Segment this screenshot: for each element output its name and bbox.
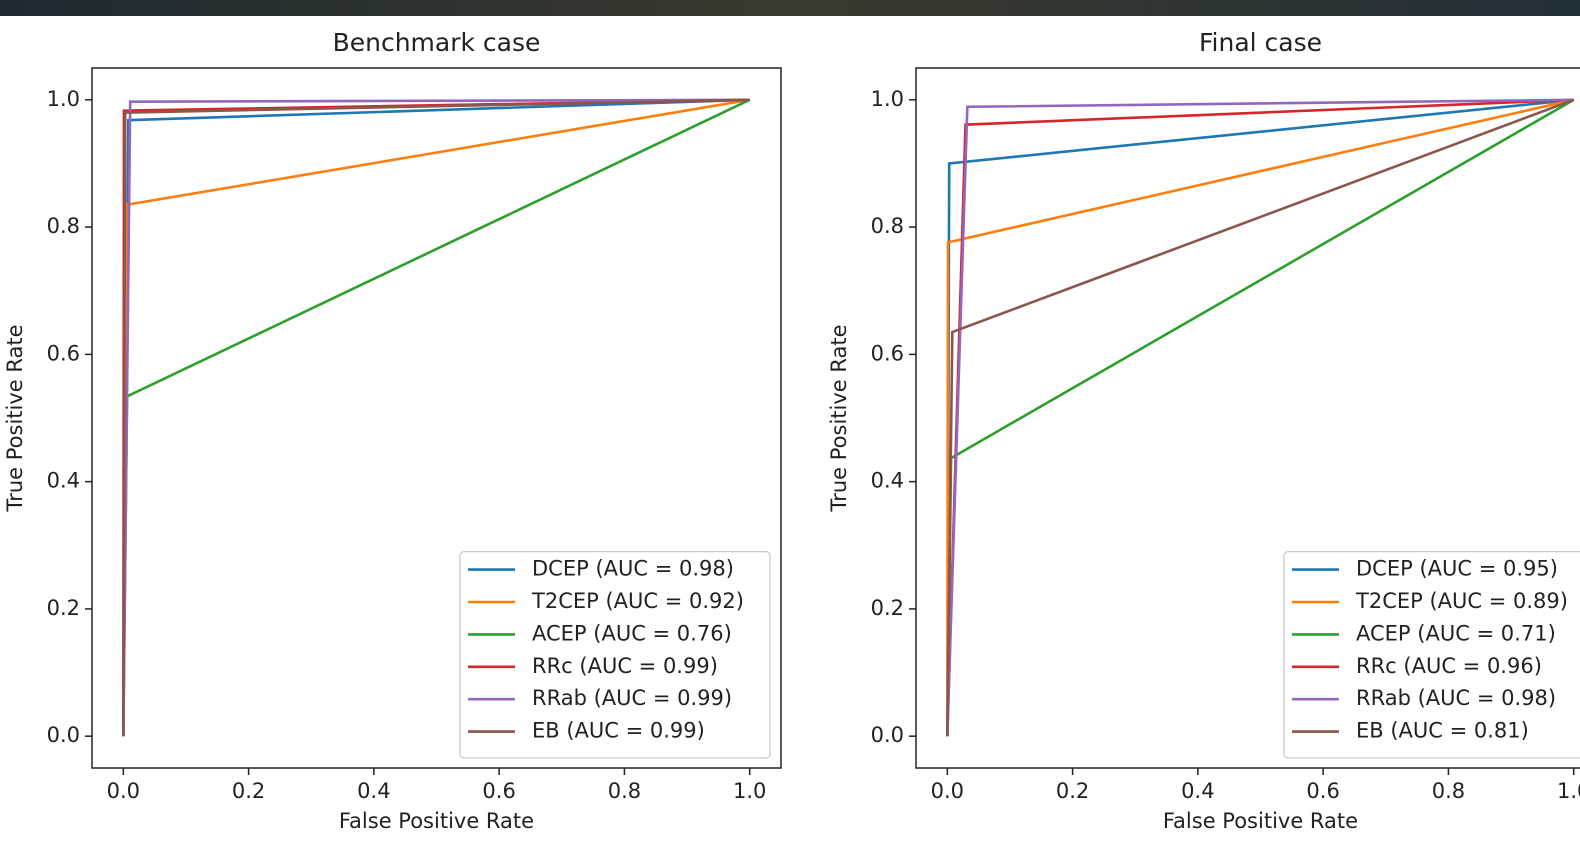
y-tick-label: 0.0 [871, 723, 904, 747]
x-tick-label: 0.2 [1056, 779, 1089, 803]
x-tick-label: 0.2 [232, 779, 265, 803]
x-tick-label: 0.6 [1306, 779, 1339, 803]
legend-label: RRc (AUC = 0.99) [532, 654, 718, 678]
y-tick-label: 0.8 [47, 214, 80, 238]
x-tick-label: 0.0 [931, 779, 964, 803]
x-axis-label: False Positive Rate [1163, 809, 1358, 833]
roc-curve [946, 98, 1575, 737]
y-tick-label: 0.0 [47, 723, 80, 747]
legend-label: EB (AUC = 0.99) [532, 719, 705, 743]
legend-label: T2CEP (AUC = 0.89) [1355, 589, 1568, 613]
top-image-strip [0, 0, 1580, 16]
x-tick-label: 0.4 [1181, 779, 1214, 803]
x-axis-label: False Positive Rate [339, 809, 534, 833]
y-tick-label: 0.4 [47, 469, 80, 493]
legend-label: ACEP (AUC = 0.71) [1356, 621, 1556, 645]
roc-curve [946, 98, 1574, 737]
chart-title: Final case [1199, 28, 1322, 57]
y-tick-label: 0.2 [47, 596, 80, 620]
legend-label: T2CEP (AUC = 0.92) [531, 589, 744, 613]
legend-label: RRab (AUC = 0.98) [1356, 686, 1556, 710]
chart-panel: Final case 0.0 0.2 0.4 0.6 0.8 1.0 0.0 0.2 0.4 0.6… [827, 28, 1580, 833]
roc-curve [122, 98, 750, 737]
y-tick-label: 0.6 [871, 341, 904, 365]
chart-panel: Benchmark case 0.0 0.2 0.4 0.6 0.8 1.0 0.0 0.2 0.… [3, 28, 782, 833]
y-tick-label: 0.8 [871, 214, 904, 238]
y-tick-label: 1.0 [47, 87, 80, 111]
y-tick-label: 1.0 [871, 87, 904, 111]
x-tick-label: 1.0 [733, 779, 766, 803]
y-axis-label: True Positive Rate [827, 324, 851, 512]
legend-label: DCEP (AUC = 0.95) [1356, 557, 1558, 581]
roc-curve [946, 98, 1574, 737]
legend-label: DCEP (AUC = 0.98) [532, 557, 734, 581]
x-tick-label: 0.4 [357, 779, 390, 803]
x-tick-label: 0.6 [482, 779, 515, 803]
y-tick-label: 0.4 [871, 469, 904, 493]
roc-curve [122, 98, 750, 737]
plot-frame [91, 67, 782, 769]
legend-label: RRc (AUC = 0.96) [1356, 654, 1542, 678]
y-axis-label: True Positive Rate [3, 324, 27, 512]
y-tick-label: 0.6 [47, 341, 80, 365]
x-tick-label: 0.8 [1432, 779, 1465, 803]
x-tick-label: 1.0 [1557, 779, 1580, 803]
chart-title: Benchmark case [333, 28, 541, 57]
legend-label: RRab (AUC = 0.99) [532, 686, 732, 710]
y-tick-label: 0.2 [871, 596, 904, 620]
plot-frame [915, 67, 1580, 769]
x-tick-label: 0.0 [107, 779, 140, 803]
x-tick-label: 0.8 [608, 779, 641, 803]
legend-label: EB (AUC = 0.81) [1356, 719, 1529, 743]
legend-box [459, 550, 771, 759]
legend-label: ACEP (AUC = 0.76) [532, 621, 732, 645]
legend-box [1283, 550, 1580, 759]
